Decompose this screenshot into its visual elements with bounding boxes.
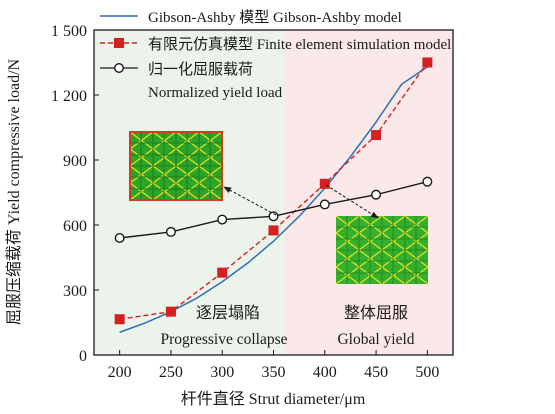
point-fem-4 bbox=[319, 178, 330, 189]
point-fem-5 bbox=[371, 130, 382, 141]
point-normalized-0 bbox=[114, 232, 125, 243]
legend-label-normalized-cn: 归一化屈服载荷 bbox=[148, 61, 253, 78]
point-normalized-5 bbox=[371, 189, 382, 200]
x-axis: 200 250 300 350 400 450 500 bbox=[108, 350, 439, 381]
point-normalized-1 bbox=[165, 226, 176, 237]
y-tick-label-2: 600 bbox=[63, 218, 87, 235]
region-label-en-1: Global yield bbox=[337, 331, 414, 348]
region-background-1 bbox=[283, 30, 453, 355]
legend-label-fem: 有限元仿真模型 Finite element simulation model bbox=[148, 35, 451, 53]
point-fem-2 bbox=[217, 267, 228, 278]
point-fem-3 bbox=[268, 225, 279, 236]
y-tick-label-4: 1 200 bbox=[51, 88, 87, 105]
region-backgrounds bbox=[94, 30, 453, 355]
legend: Gibson-Ashby 模型 Gibson-Ashby model 有限元仿真… bbox=[100, 9, 451, 101]
y-tick-label-1: 300 bbox=[63, 283, 87, 300]
point-fem-1 bbox=[165, 306, 176, 317]
point-normalized-6 bbox=[422, 176, 433, 187]
region-label-cn-1: 整体屈服 bbox=[344, 304, 408, 322]
point-fem-0 bbox=[114, 314, 125, 325]
x-tick-label-0: 200 bbox=[108, 364, 132, 381]
progressive-collapse-lattice-image bbox=[129, 131, 223, 201]
x-tick-label-1: 250 bbox=[159, 364, 183, 381]
point-fem-6 bbox=[422, 57, 433, 68]
x-tick-label-2: 300 bbox=[210, 364, 234, 381]
y-tick-label-3: 900 bbox=[63, 153, 87, 170]
x-tick-label-5: 450 bbox=[364, 364, 388, 381]
point-normalized-3 bbox=[268, 211, 279, 222]
y-axis: 0 300 600 900 1 200 1 500 bbox=[51, 23, 99, 365]
y-tick-label-5: 1 500 bbox=[51, 23, 87, 40]
global-yield-pointer-arrow bbox=[325, 184, 379, 219]
global-yield-lattice-image bbox=[335, 215, 429, 285]
point-normalized-2 bbox=[217, 214, 228, 225]
y-tick-label-0: 0 bbox=[79, 348, 87, 365]
x-axis-label: 杆件直径 Strut diameter/μm bbox=[181, 390, 366, 408]
legend-label-normalized-en: Normalized yield load bbox=[148, 85, 283, 101]
y-axis-label: 屈服压缩载荷 Yield compressive load/N bbox=[5, 58, 23, 325]
series-layer bbox=[114, 57, 433, 333]
x-tick-label-3: 350 bbox=[262, 364, 286, 381]
point-normalized-4 bbox=[319, 199, 330, 210]
legend-label-gibson: Gibson-Ashby 模型 Gibson-Ashby model bbox=[148, 9, 402, 26]
x-tick-label-4: 400 bbox=[313, 364, 337, 381]
region-label-cn-0: 逐层塌陷 bbox=[196, 304, 260, 322]
legend-marker-fem bbox=[114, 38, 124, 48]
region-label-en-0: Progressive collapse bbox=[161, 331, 288, 348]
legend-marker-normalized bbox=[113, 63, 124, 74]
x-tick-label-6: 500 bbox=[415, 364, 439, 381]
